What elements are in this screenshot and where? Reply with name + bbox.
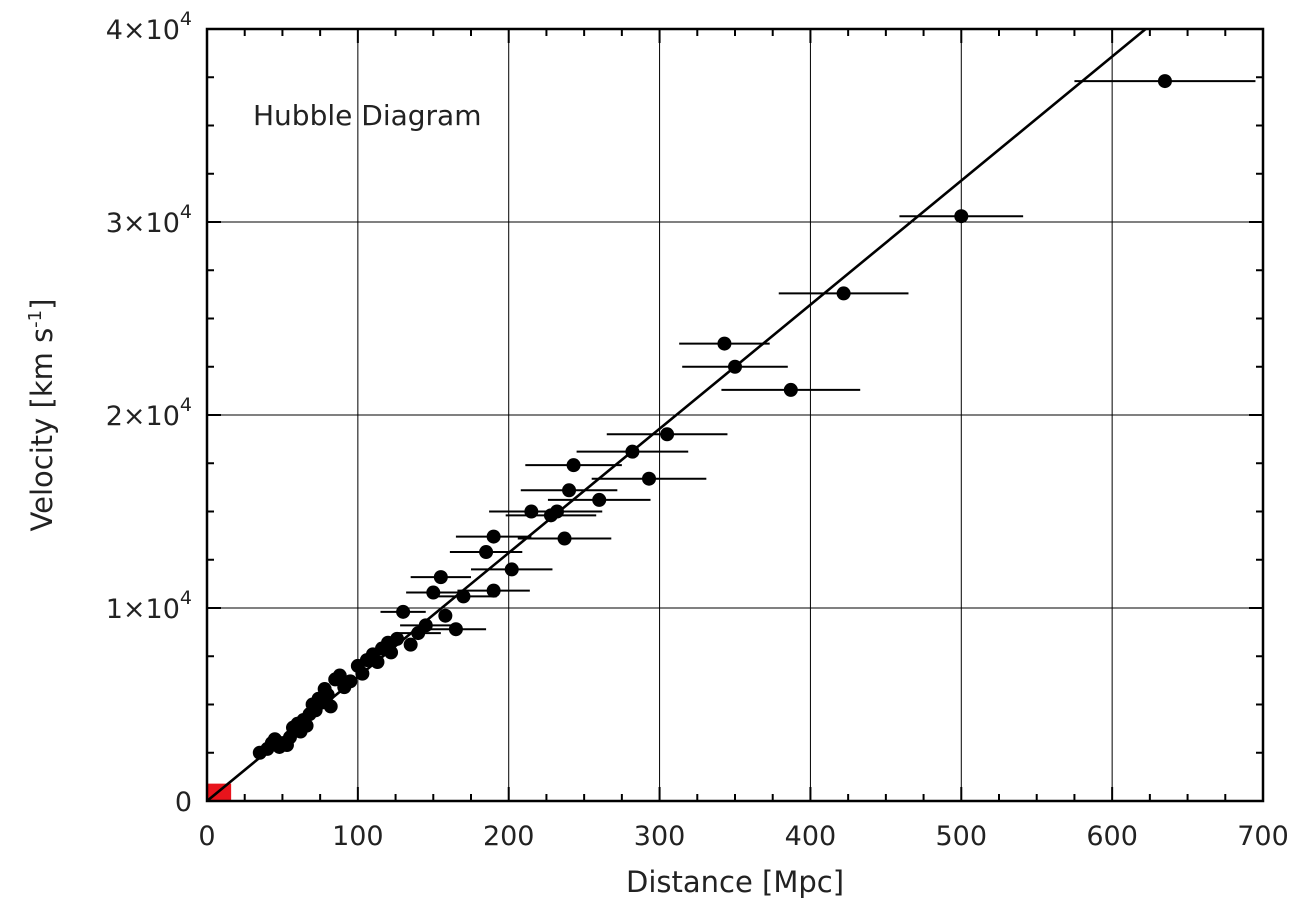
x-tick-label: 300 — [634, 821, 686, 852]
data-point — [370, 655, 385, 670]
x-tick-label: 600 — [1086, 821, 1138, 852]
data-point — [486, 529, 501, 544]
data-point — [728, 359, 742, 374]
data-point — [524, 504, 539, 519]
data-point — [384, 645, 399, 660]
x-tick-label: 500 — [936, 821, 988, 852]
data-point — [418, 618, 433, 633]
data-point — [456, 589, 471, 604]
y-tick-label: 1×104 — [106, 587, 192, 625]
data-point — [783, 382, 798, 397]
data-point — [426, 585, 441, 600]
grid-layer — [207, 29, 1263, 801]
data-point — [954, 209, 969, 224]
data-point — [836, 286, 851, 301]
data-point — [433, 570, 448, 585]
data-point — [332, 668, 347, 683]
data-point — [717, 336, 732, 351]
y-tick-label-base: 3×10 — [106, 208, 180, 239]
data-point — [642, 471, 657, 486]
x-tick-label: 200 — [483, 821, 535, 852]
y-tick-label-base: 2×10 — [106, 401, 180, 432]
data-point — [660, 427, 675, 442]
x-tick-labels: 0 100 200 300 400 500 600 700 — [198, 821, 1288, 852]
data-point — [562, 483, 577, 498]
x-tick-label: 700 — [1237, 821, 1289, 852]
data-point — [625, 444, 640, 459]
x-tick-label: 400 — [785, 821, 837, 852]
data-point — [549, 504, 564, 519]
chart-annotation: Hubble Diagram — [253, 99, 481, 132]
y-tick-label: 2×104 — [106, 394, 192, 432]
data-point — [486, 583, 501, 598]
data-point — [557, 531, 572, 546]
y-tick-label-exp: 4 — [180, 394, 192, 416]
y-tick-label-exp: 4 — [180, 201, 192, 223]
y-tick-label: 3×104 — [106, 201, 192, 239]
y-axis-title-main: Velocity [km s — [25, 328, 59, 532]
y-axis-title-sup: -1 — [25, 310, 46, 328]
data-point — [320, 687, 335, 702]
y-axis-title: Velocity [km s-1] — [25, 299, 59, 532]
y-axis-title-close: ] — [25, 299, 59, 310]
data-point — [1157, 74, 1172, 89]
x-tick-label: 100 — [332, 821, 384, 852]
data-point — [355, 666, 370, 681]
plot-frame — [205, 27, 1265, 803]
y-tick-label-exp: 4 — [180, 587, 192, 609]
data-point — [504, 562, 519, 577]
data-point — [403, 637, 418, 652]
data-point — [448, 622, 463, 637]
data-point — [438, 608, 453, 623]
y-tick-label-base: 0 — [175, 787, 192, 818]
data-point — [566, 458, 581, 473]
y-tick-label-base: 4×10 — [106, 15, 180, 46]
y-tick-label: 0 — [175, 787, 192, 818]
x-axis-title: Distance [Mpc] — [626, 865, 844, 899]
data-point — [343, 674, 358, 689]
data-point-layer — [252, 74, 1172, 760]
y-tick-label-exp: 4 — [180, 8, 192, 30]
x-tick-label: 0 — [198, 821, 215, 852]
data-point — [390, 631, 405, 646]
data-point — [592, 492, 607, 507]
data-point — [396, 604, 411, 619]
data-point — [299, 718, 314, 733]
data-point — [479, 545, 494, 560]
y-tick-label-base: 1×10 — [106, 594, 180, 625]
data-point — [323, 699, 338, 714]
y-tick-label: 4×104 — [106, 8, 192, 46]
